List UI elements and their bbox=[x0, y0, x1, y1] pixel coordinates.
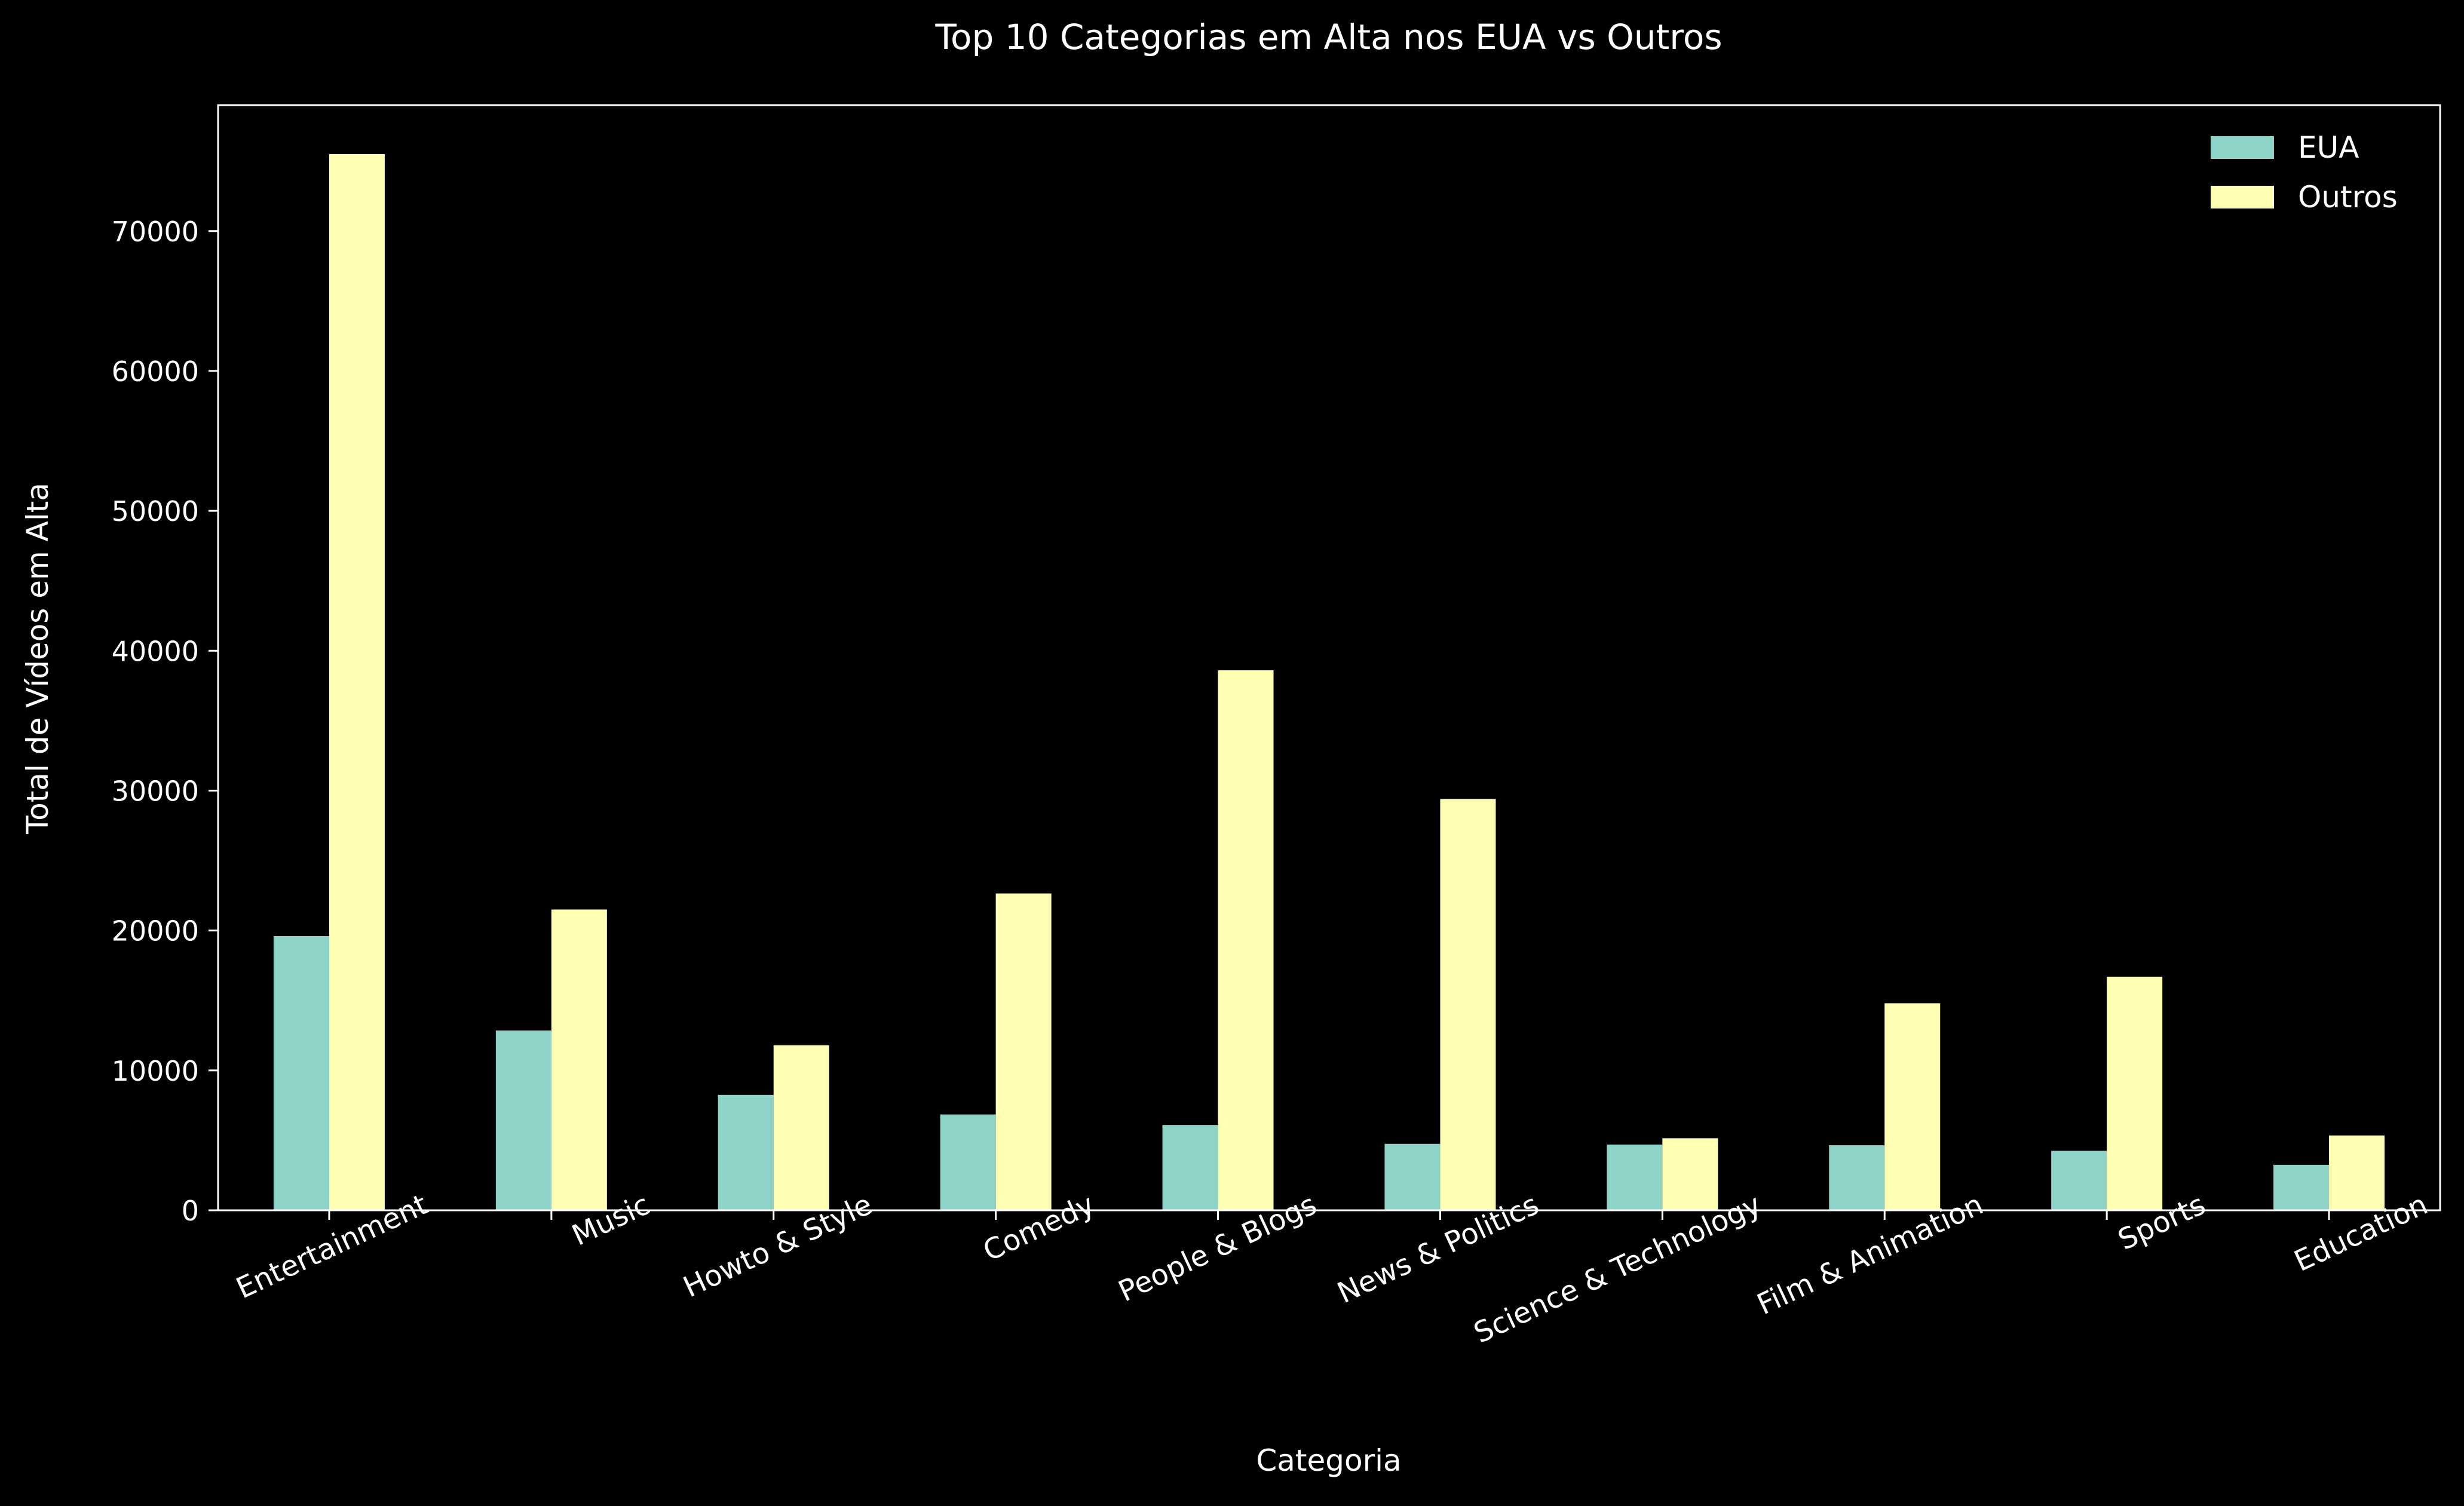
bar-eua-1 bbox=[273, 936, 329, 1210]
bar-outros-1 bbox=[329, 154, 385, 1210]
legend-label-outros: Outros bbox=[2298, 180, 2398, 214]
y-tick-label: 10000 bbox=[112, 1055, 199, 1087]
bar-outros-4 bbox=[995, 893, 1052, 1210]
y-tick-label: 50000 bbox=[112, 495, 199, 527]
x-axis-label: Categoria bbox=[1256, 1443, 1401, 1478]
bar-outros-5 bbox=[1218, 670, 1274, 1210]
bar-eua-8 bbox=[1829, 1145, 1885, 1210]
y-tick-label: 70000 bbox=[112, 216, 199, 248]
legend-label-eua: EUA bbox=[2298, 130, 2359, 165]
bar-outros-7 bbox=[1662, 1138, 1718, 1210]
y-tick-label: 0 bbox=[182, 1195, 199, 1227]
bar-outros-2 bbox=[551, 909, 607, 1210]
bar-eua-3 bbox=[718, 1094, 774, 1210]
y-tick-label: 40000 bbox=[112, 635, 199, 667]
bar-eua-4 bbox=[940, 1114, 996, 1210]
axes-frame bbox=[217, 104, 2441, 1211]
legend-swatch-eua bbox=[2211, 136, 2274, 159]
bar-outros-10 bbox=[2329, 1135, 2385, 1210]
bar-eua-7 bbox=[1607, 1144, 1663, 1210]
bar-outros-6 bbox=[1440, 799, 1496, 1210]
legend: EUA Outros bbox=[2211, 130, 2398, 214]
bar-eua-6 bbox=[1384, 1143, 1441, 1210]
bar-eua-5 bbox=[1162, 1125, 1218, 1210]
bar-outros-3 bbox=[773, 1045, 829, 1210]
chart-title: Top 10 Categorias em Alta nos EUA vs Out… bbox=[934, 17, 1722, 57]
bar-outros-8 bbox=[1884, 1003, 1941, 1210]
y-tick-label: 60000 bbox=[112, 355, 199, 388]
y-tick-label: 20000 bbox=[112, 915, 199, 947]
bar-eua-2 bbox=[495, 1030, 551, 1210]
y-axis-label: Total de Vídeos em Alta bbox=[20, 483, 55, 835]
y-tick-label: 30000 bbox=[112, 775, 199, 807]
bar-eua-9 bbox=[2051, 1151, 2107, 1210]
bar-outros-9 bbox=[2107, 976, 2163, 1210]
legend-swatch-outros bbox=[2211, 186, 2274, 208]
bar-eua-10 bbox=[2273, 1164, 2330, 1210]
